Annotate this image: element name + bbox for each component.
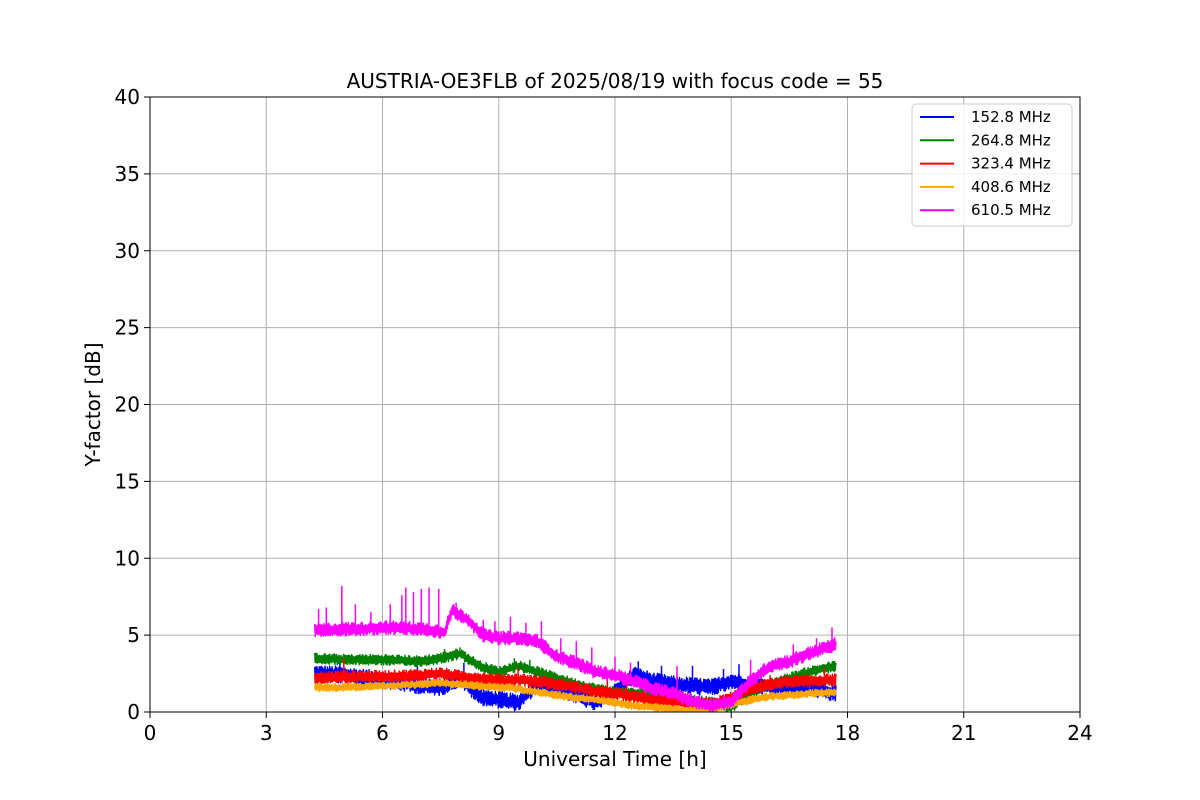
grid-lines bbox=[150, 97, 1080, 712]
y-tick-label: 0 bbox=[127, 700, 140, 724]
axis-ticks: 0 3 6 9 12 15 18 21 24 0 5 10 15 20 25 30 35 40 bbox=[115, 85, 1093, 745]
x-tick-label: 21 bbox=[951, 721, 976, 745]
series-line-264-8-mhz bbox=[313, 647, 837, 713]
y-tick-label: 30 bbox=[115, 239, 140, 263]
x-tick-label: 9 bbox=[492, 721, 505, 745]
x-tick-label: 0 bbox=[144, 721, 157, 745]
legend-label: 264.8 MHz bbox=[971, 131, 1051, 149]
legend: 152.8 MHz 264.8 MHz 323.4 MHz 408.6 MHz 610.… bbox=[911, 103, 1073, 227]
series-line-408-6-mhz bbox=[313, 678, 837, 713]
x-tick-label: 24 bbox=[1067, 721, 1092, 745]
y-tick-label: 40 bbox=[115, 85, 140, 109]
y-tick-label: 10 bbox=[115, 546, 140, 570]
series-line-323-4-mhz bbox=[313, 658, 837, 711]
plot-area bbox=[313, 585, 837, 713]
legend-label: 408.6 MHz bbox=[971, 178, 1051, 196]
y-tick-label: 35 bbox=[115, 162, 140, 186]
chart-title: AUSTRIA-OE3FLB of 2025/08/19 with focus … bbox=[347, 69, 884, 93]
y-tick-label: 20 bbox=[115, 393, 140, 417]
legend-label: 152.8 MHz bbox=[971, 108, 1051, 126]
y-tick-label: 5 bbox=[127, 623, 140, 647]
legend-label: 610.5 MHz bbox=[971, 201, 1051, 219]
x-tick-label: 12 bbox=[602, 721, 627, 745]
legend-box bbox=[911, 103, 1073, 227]
legend-label: 323.4 MHz bbox=[971, 155, 1051, 173]
series-line-610-5-mhz bbox=[313, 585, 837, 713]
y-axis-label: Y-factor [dB] bbox=[81, 342, 105, 467]
x-tick-label: 6 bbox=[376, 721, 389, 745]
y-tick-label: 15 bbox=[115, 469, 140, 493]
x-tick-label: 3 bbox=[260, 721, 273, 745]
x-tick-label: 18 bbox=[835, 721, 860, 745]
x-tick-label: 15 bbox=[719, 721, 744, 745]
y-tick-label: 25 bbox=[115, 316, 140, 340]
x-axis-label: Universal Time [h] bbox=[523, 747, 706, 771]
